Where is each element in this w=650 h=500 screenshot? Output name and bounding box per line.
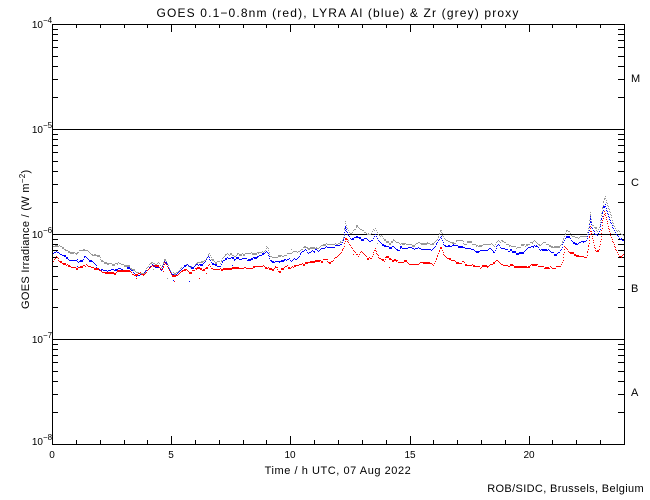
svg-text:C: C xyxy=(631,177,639,189)
svg-text:10: 10 xyxy=(32,335,44,346)
svg-text:15: 15 xyxy=(404,450,416,461)
svg-text:10: 10 xyxy=(284,450,296,461)
svg-text:20: 20 xyxy=(523,450,535,461)
svg-text:5: 5 xyxy=(168,450,174,461)
svg-text:GOES Irradiance / (W m−2): GOES Irradiance / (W m−2) xyxy=(18,170,32,310)
svg-text:10: 10 xyxy=(32,125,44,136)
svg-text:−4: −4 xyxy=(43,16,53,25)
svg-text:B: B xyxy=(631,283,638,295)
svg-text:0: 0 xyxy=(49,450,55,461)
svg-text:−7: −7 xyxy=(43,331,53,340)
svg-text:ROB/SIDC, Brussels, Belgium: ROB/SIDC, Brussels, Belgium xyxy=(487,483,644,495)
svg-text:−8: −8 xyxy=(43,433,53,442)
svg-text:Time / h UTC, 07 Aug 2022: Time / h UTC, 07 Aug 2022 xyxy=(265,465,412,477)
svg-text:A: A xyxy=(631,387,639,399)
svg-text:M: M xyxy=(631,73,640,85)
svg-text:10: 10 xyxy=(32,20,44,31)
svg-text:10: 10 xyxy=(32,230,44,241)
svg-text:−5: −5 xyxy=(43,121,53,130)
svg-text:GOES 0.1−0.8nm (red), LYRA Al: GOES 0.1−0.8nm (red), LYRA Al (blue) & Z… xyxy=(157,6,520,20)
svg-text:10: 10 xyxy=(32,437,44,448)
svg-text:−6: −6 xyxy=(43,226,53,235)
